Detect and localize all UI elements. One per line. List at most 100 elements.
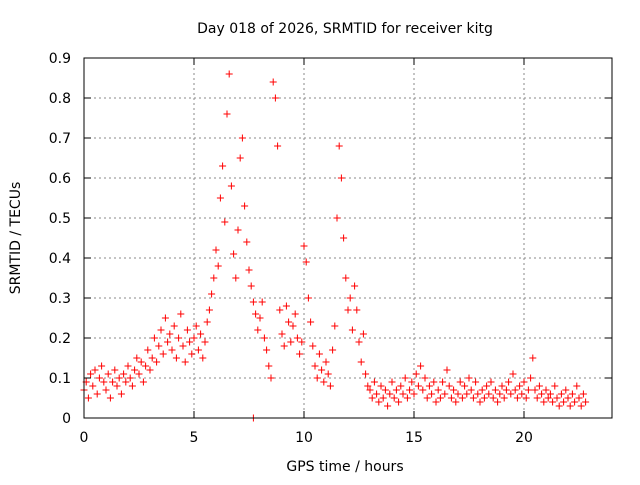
data-point bbox=[366, 386, 374, 394]
x-tick-label: 10 bbox=[295, 430, 313, 446]
data-point bbox=[403, 394, 411, 402]
data-point bbox=[346, 294, 354, 302]
data-point bbox=[399, 390, 407, 398]
data-point bbox=[313, 374, 321, 382]
data-point bbox=[212, 246, 220, 254]
data-point bbox=[348, 326, 356, 334]
data-point bbox=[555, 402, 563, 410]
axes: 0 0.1 0.2 0.3 0.4 0.5 0.6 0.7 0.8 0.9 0 5 10 15 20 bbox=[49, 51, 612, 446]
data-point bbox=[289, 322, 297, 330]
plot-frame bbox=[83, 57, 613, 419]
y-tick-label: 0.1 bbox=[49, 371, 71, 387]
data-point bbox=[161, 314, 169, 322]
data-points bbox=[80, 70, 590, 422]
data-point bbox=[410, 390, 418, 398]
data-point bbox=[298, 338, 306, 346]
data-point bbox=[432, 398, 440, 406]
data-point bbox=[210, 274, 218, 282]
data-point bbox=[443, 366, 451, 374]
data-point bbox=[564, 394, 572, 402]
data-point bbox=[175, 334, 183, 342]
data-point bbox=[531, 386, 539, 394]
data-point bbox=[485, 390, 493, 398]
x-axis-label: GPS time / hours bbox=[286, 459, 403, 475]
data-point bbox=[522, 394, 530, 402]
data-point bbox=[168, 346, 176, 354]
chart-title: Day 018 of 2026, SRMTID for receiver kit… bbox=[197, 21, 493, 37]
data-point bbox=[106, 394, 114, 402]
data-point bbox=[247, 282, 255, 290]
data-point bbox=[122, 378, 130, 386]
data-point bbox=[340, 234, 348, 242]
data-point bbox=[133, 354, 141, 362]
data-point bbox=[179, 342, 187, 350]
data-point bbox=[203, 318, 211, 326]
data-point bbox=[478, 386, 486, 394]
data-point bbox=[324, 370, 332, 378]
data-point bbox=[131, 366, 139, 374]
data-point bbox=[538, 390, 546, 398]
data-point bbox=[370, 378, 378, 386]
data-point bbox=[441, 390, 449, 398]
data-point bbox=[540, 398, 548, 406]
data-point bbox=[355, 338, 363, 346]
data-point bbox=[274, 142, 282, 150]
data-point bbox=[351, 282, 359, 290]
data-point bbox=[170, 322, 178, 330]
data-point bbox=[469, 394, 477, 402]
data-point bbox=[428, 390, 436, 398]
data-point bbox=[249, 298, 257, 306]
data-point bbox=[329, 346, 337, 354]
data-point bbox=[95, 374, 103, 382]
data-point bbox=[529, 354, 537, 362]
data-point bbox=[500, 394, 508, 402]
data-point bbox=[419, 386, 427, 394]
data-point bbox=[463, 390, 471, 398]
data-point bbox=[293, 334, 301, 342]
data-point bbox=[513, 394, 521, 402]
data-point bbox=[263, 346, 271, 354]
data-point bbox=[120, 370, 128, 378]
data-point bbox=[100, 378, 108, 386]
data-point bbox=[496, 390, 504, 398]
data-point bbox=[397, 382, 405, 390]
data-point bbox=[542, 386, 550, 394]
data-point bbox=[544, 394, 552, 402]
data-point bbox=[505, 378, 513, 386]
data-point bbox=[111, 366, 119, 374]
data-point bbox=[91, 366, 99, 374]
data-point bbox=[388, 378, 396, 386]
data-point bbox=[502, 386, 510, 394]
data-point bbox=[93, 390, 101, 398]
data-point bbox=[109, 378, 117, 386]
data-point bbox=[271, 94, 279, 102]
data-point bbox=[430, 378, 438, 386]
data-point bbox=[236, 154, 244, 162]
data-point bbox=[238, 134, 246, 142]
data-point bbox=[461, 382, 469, 390]
x-tick-label: 20 bbox=[515, 430, 533, 446]
data-point bbox=[571, 398, 579, 406]
data-point bbox=[520, 378, 528, 386]
data-point bbox=[507, 390, 515, 398]
data-point bbox=[205, 306, 213, 314]
data-point bbox=[465, 374, 473, 382]
data-point bbox=[557, 390, 565, 398]
y-axis-label: SRMTID / TECUs bbox=[8, 182, 24, 295]
data-point bbox=[406, 386, 414, 394]
data-point bbox=[467, 386, 475, 394]
data-point bbox=[489, 394, 497, 402]
data-point bbox=[126, 374, 134, 382]
data-point bbox=[560, 398, 568, 406]
data-point bbox=[549, 398, 557, 406]
y-tick-label: 0.6 bbox=[49, 171, 71, 187]
data-point bbox=[241, 202, 249, 210]
data-point bbox=[480, 394, 488, 402]
data-point bbox=[157, 326, 165, 334]
data-point bbox=[269, 78, 277, 86]
data-point bbox=[296, 350, 304, 358]
data-point bbox=[258, 298, 266, 306]
data-point bbox=[575, 394, 583, 402]
data-point bbox=[192, 322, 200, 330]
